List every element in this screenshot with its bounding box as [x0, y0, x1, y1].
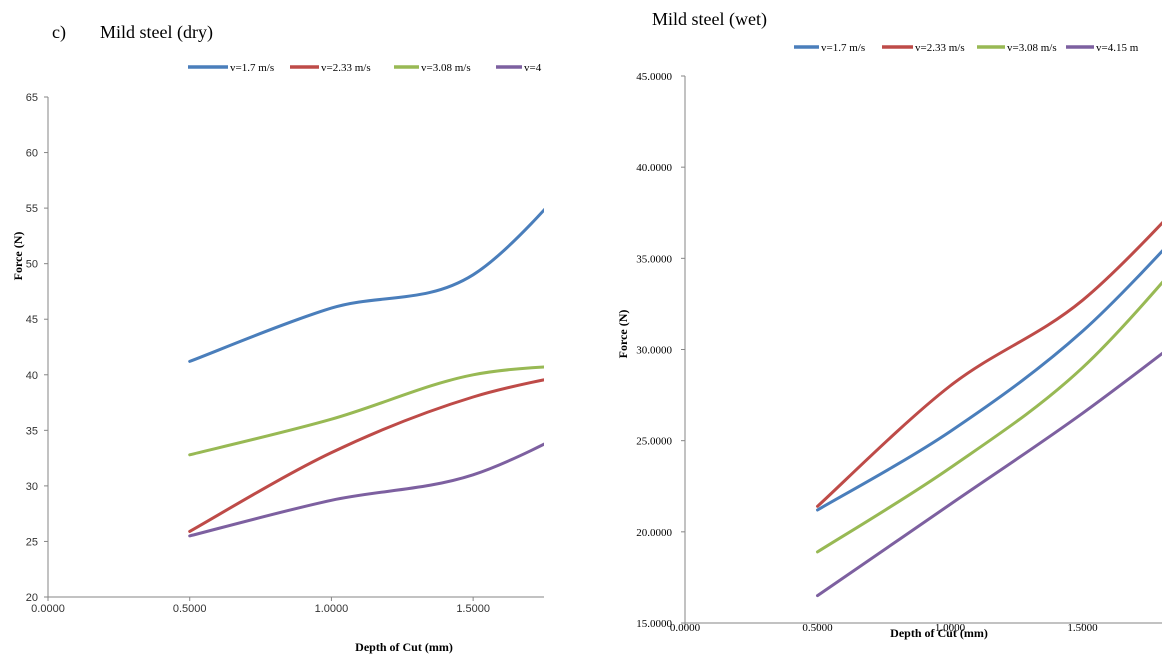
chart-title: Mild steel (wet) [652, 9, 767, 30]
y-tick-label: 50 [26, 259, 38, 271]
y-tick-label: 65 [26, 92, 38, 104]
legend-label: v=3.08 m/s [421, 62, 471, 74]
legend-label: v=3.08 m/s [1007, 42, 1057, 54]
y-tick-label: 30.0000 [636, 345, 672, 357]
y-tick-label: 35.0000 [636, 253, 672, 265]
y-tick-label: 30 [26, 481, 38, 493]
chart-title: Mild steel (dry) [100, 22, 213, 43]
y-tick-label: 20.0000 [636, 527, 672, 539]
series-line-1 [188, 207, 544, 363]
x-axis-label: Depth of Cut (mm) [890, 626, 988, 640]
y-axis-label: Force (N) [616, 310, 630, 359]
x-tick-label: 0.0000 [31, 603, 65, 615]
series-group [188, 207, 544, 538]
y-tick-label: 20 [26, 592, 38, 604]
legend-label: v=4 [524, 62, 542, 74]
y-axis-label: Force (N) [11, 232, 25, 281]
y-tick-label: 40.0000 [636, 162, 672, 174]
legend-label: v=4.15 m [1096, 42, 1139, 54]
series-line-4 [188, 442, 544, 538]
y-tick-label: 40 [26, 370, 38, 382]
legend-label: v=1.7 m/s [230, 62, 274, 74]
chart-2: Mild steel (wet) 15.0000 20.0000 25.0000 30.… [616, 9, 1162, 640]
y-tick-label: 15.0000 [636, 618, 672, 630]
x-tick-label: 0.5000 [802, 622, 833, 634]
legend-label: v=2.33 m/s [321, 62, 371, 74]
series-group [816, 221, 1162, 598]
x-tick-label: 1.0000 [315, 603, 349, 615]
y-tick-label: 55 [26, 203, 38, 215]
series-line-4 [816, 351, 1162, 598]
x-tick-label: 0.5000 [173, 603, 207, 615]
series-line-3 [816, 280, 1162, 554]
y-tick-label: 60 [26, 148, 38, 160]
series-line-2 [816, 221, 1162, 508]
legend: v=1.7 m/s v=2.33 m/s v=3.08 m/s v=4.15 m [794, 42, 1139, 54]
legend-label: v=1.7 m/s [821, 42, 865, 54]
y-tick-label: 35 [26, 425, 38, 437]
x-tick-label: 0.0000 [670, 622, 701, 634]
series-line-2 [188, 378, 544, 533]
y-tick-label: 25 [26, 536, 38, 548]
x-tick-label: 1.5000 [1067, 622, 1098, 634]
y-tick-label: 45 [26, 314, 38, 326]
x-axis-label: Depth of Cut (mm) [355, 640, 453, 654]
chart-1: c) Mild steel (dry) 20 25 30 35 40 45 50 55 60 65 0.… [11, 22, 544, 654]
y-tick-label: 25.0000 [636, 436, 672, 448]
y-tick-label: 45.0000 [636, 71, 672, 83]
x-tick-label: 1.5000 [456, 603, 490, 615]
series-line-3 [188, 365, 544, 457]
legend-label: v=2.33 m/s [915, 42, 965, 54]
x-tick-label: 1.0000 [935, 622, 966, 634]
chart-title-prefix: c) [52, 22, 66, 43]
legend: v=1.7 m/s v=2.33 m/s v=3.08 m/s v=4 [188, 62, 542, 74]
series-line-1 [816, 249, 1162, 512]
